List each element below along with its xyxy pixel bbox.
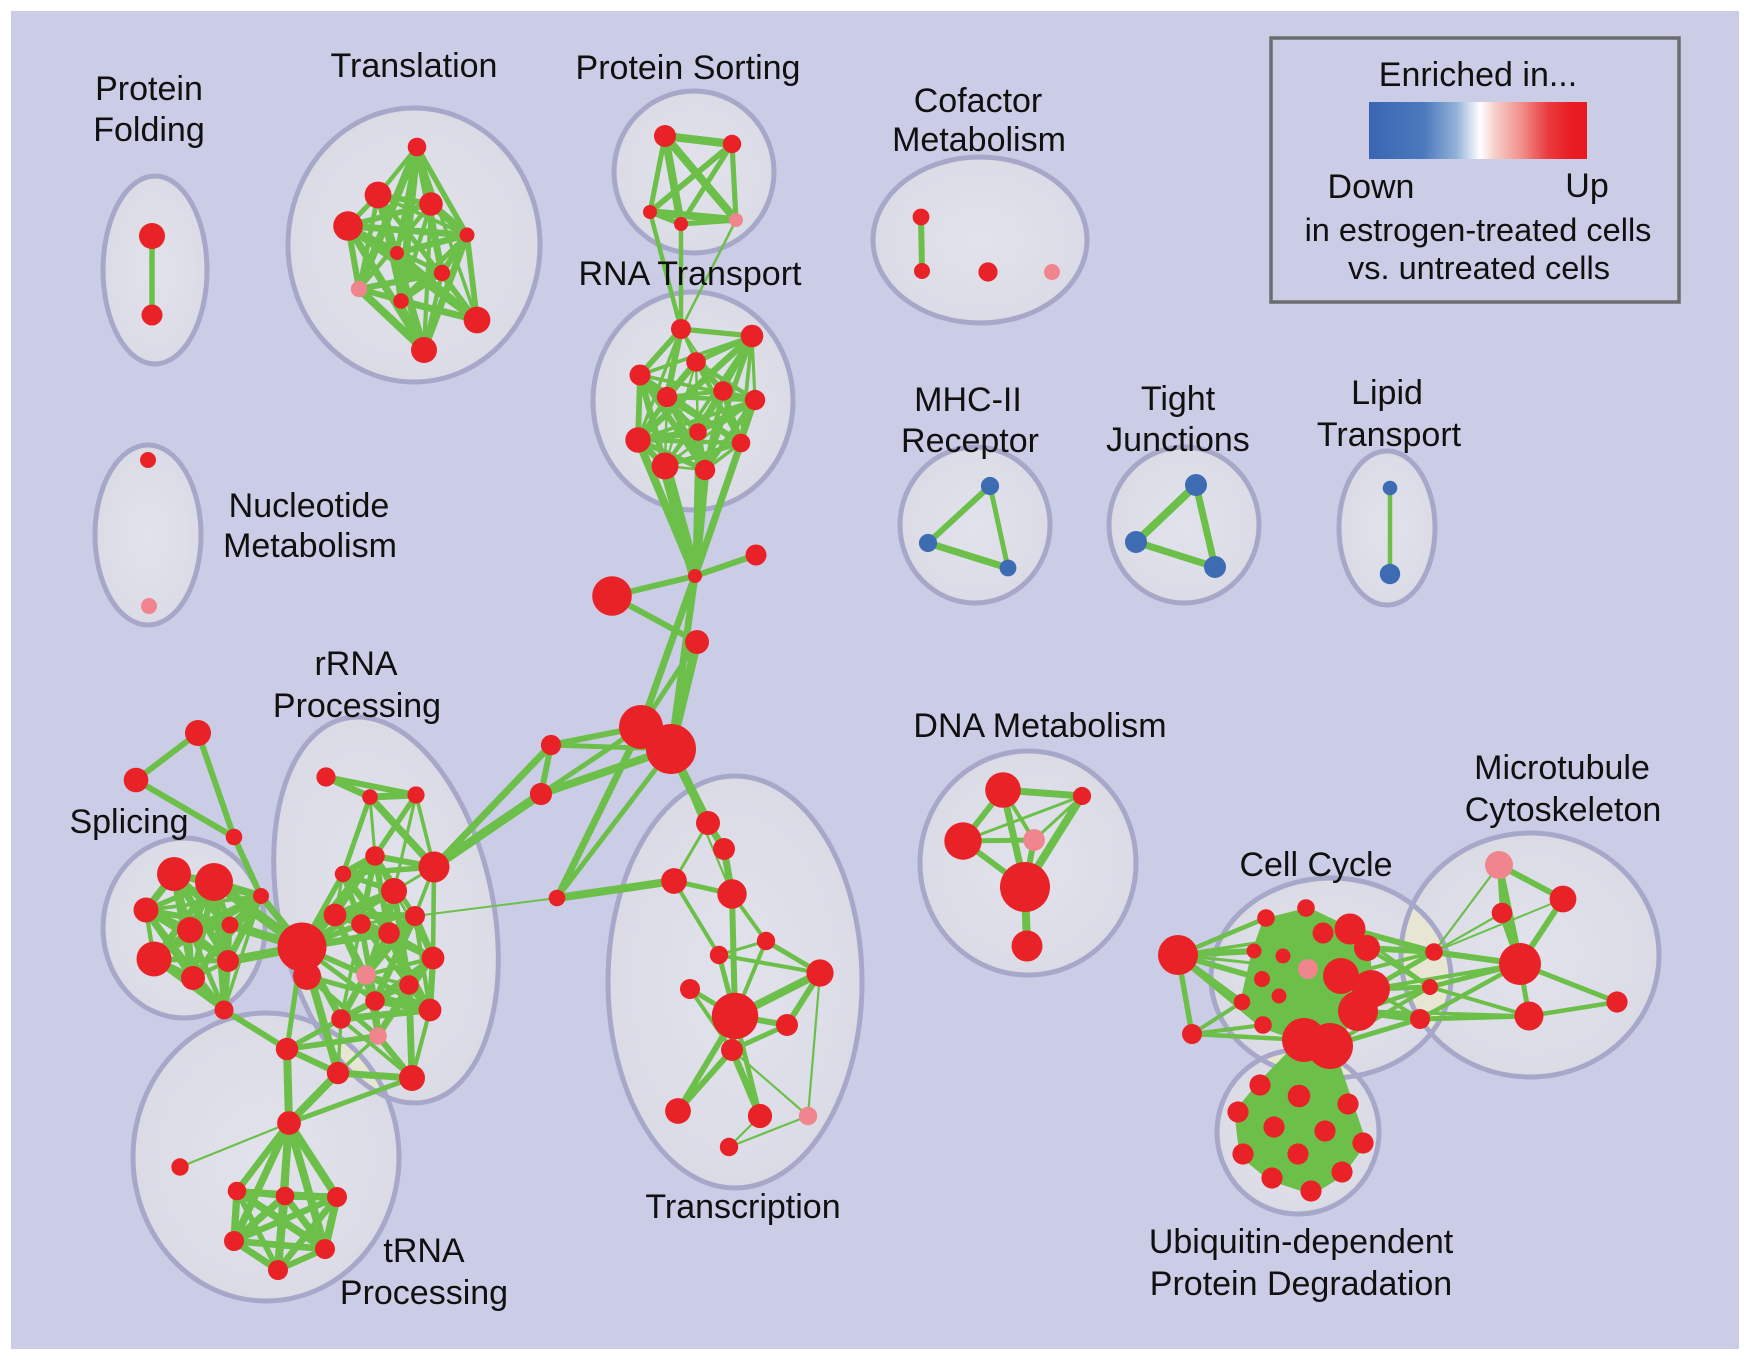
svg-text:Metabolism: Metabolism	[892, 121, 1066, 159]
svg-text:in estrogen-treated cells: in estrogen-treated cells	[1305, 212, 1652, 248]
svg-text:Junctions: Junctions	[1106, 421, 1250, 459]
svg-text:Cytoskeleton: Cytoskeleton	[1465, 791, 1662, 829]
svg-text:Tight: Tight	[1141, 380, 1216, 418]
svg-text:Translation: Translation	[331, 47, 498, 85]
svg-text:Cofactor: Cofactor	[914, 82, 1043, 120]
svg-text:Folding: Folding	[93, 111, 205, 149]
svg-text:MHC-II: MHC-II	[914, 381, 1022, 419]
svg-text:Metabolism: Metabolism	[223, 527, 397, 565]
svg-text:Processing: Processing	[273, 687, 441, 725]
svg-text:Down: Down	[1328, 168, 1415, 206]
svg-text:Up: Up	[1565, 167, 1608, 205]
svg-text:RNA Transport: RNA Transport	[579, 255, 803, 293]
svg-text:Receptor: Receptor	[901, 422, 1039, 460]
svg-text:Protein Sorting: Protein Sorting	[576, 49, 801, 87]
svg-text:Splicing: Splicing	[69, 803, 188, 841]
svg-text:Transport: Transport	[1317, 416, 1462, 454]
svg-text:Cell Cycle: Cell Cycle	[1239, 846, 1392, 884]
svg-text:tRNA: tRNA	[383, 1232, 465, 1270]
svg-text:Transcription: Transcription	[645, 1188, 840, 1226]
svg-text:Microtubule: Microtubule	[1474, 749, 1650, 787]
svg-text:Protein: Protein	[95, 70, 203, 108]
svg-text:Processing: Processing	[340, 1274, 508, 1312]
svg-text:Lipid: Lipid	[1351, 374, 1423, 412]
svg-text:Nucleotide: Nucleotide	[229, 487, 390, 525]
svg-text:vs. untreated cells: vs. untreated cells	[1348, 250, 1610, 286]
svg-text:Protein Degradation: Protein Degradation	[1150, 1265, 1452, 1303]
svg-text:rRNA: rRNA	[314, 645, 397, 683]
svg-text:Ubiquitin-dependent: Ubiquitin-dependent	[1149, 1223, 1454, 1261]
svg-text:DNA Metabolism: DNA Metabolism	[913, 707, 1166, 745]
svg-text:Enriched in...: Enriched in...	[1379, 56, 1577, 94]
